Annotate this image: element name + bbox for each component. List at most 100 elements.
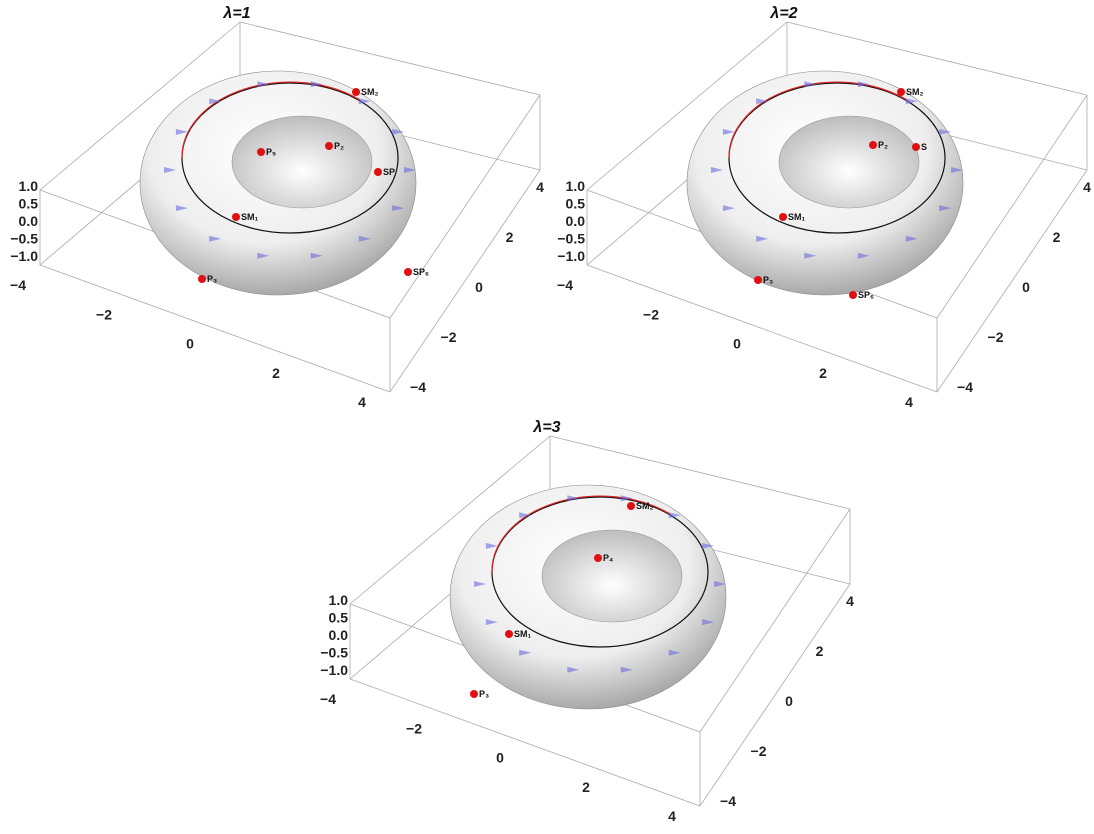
- flow-arrow: [175, 205, 188, 212]
- flow-arrow: [392, 128, 405, 135]
- flow-arrow: [392, 205, 405, 212]
- critical-point: [505, 630, 513, 638]
- x-tick-label: 0: [733, 336, 741, 352]
- box-edge: [39, 264, 391, 393]
- x-tick-label: −2: [96, 306, 112, 322]
- point-label: SM₂: [361, 87, 379, 97]
- flow-arrow: [358, 235, 371, 242]
- box-edge: [239, 21, 541, 96]
- z-tick-label: 1.0: [19, 178, 39, 194]
- y-tick-label: −2: [988, 329, 1004, 345]
- point-label: SP₆: [858, 290, 874, 300]
- z-tick-label: 1.0: [566, 178, 586, 194]
- x-tick-label: 2: [819, 365, 827, 381]
- point-label: SM₁: [514, 629, 532, 639]
- flow-arrow: [857, 252, 870, 259]
- flow-arrow: [519, 649, 532, 656]
- box-edge: [786, 21, 1088, 96]
- flow-arrow: [756, 235, 769, 242]
- torus-hole: [231, 115, 373, 209]
- flow-arrow: [567, 495, 580, 502]
- x-tick-label: 0: [186, 336, 194, 352]
- box-edge: [586, 21, 788, 191]
- box-edge: [699, 508, 851, 733]
- critical-point: [849, 291, 857, 299]
- flow-arrow: [905, 98, 918, 105]
- critical-point: [754, 276, 762, 284]
- flow-arrow: [257, 252, 270, 259]
- torus-red-arc: [181, 81, 361, 159]
- z-tick-label: −0.5: [557, 231, 585, 247]
- flow-arrow: [722, 128, 735, 135]
- flow-arrow: [939, 128, 952, 135]
- z-tick-label: 1.0: [329, 592, 349, 608]
- flow-arrow: [620, 666, 633, 673]
- point-label: SM₂: [636, 501, 654, 511]
- panel-title: λ=3: [532, 419, 560, 436]
- x-tick-label: 0: [496, 750, 504, 766]
- box-edge: [39, 21, 241, 191]
- point-label: SP₆: [413, 267, 429, 277]
- x-tick-label: 4: [905, 394, 913, 410]
- flow-arrow: [714, 581, 726, 587]
- critical-point: [912, 143, 920, 151]
- critical-point: [232, 213, 240, 221]
- point-label: S: [921, 142, 927, 152]
- critical-point: [779, 213, 787, 221]
- box-edge: [389, 169, 541, 393]
- box-edge: [349, 678, 701, 807]
- flow-arrow: [257, 81, 270, 88]
- critical-point: [404, 268, 412, 276]
- flow-arrow: [905, 235, 918, 242]
- flow-arrow: [175, 128, 188, 135]
- point-label: P₅: [266, 147, 276, 157]
- flow-arrow: [358, 98, 371, 105]
- y-tick-label: 2: [1053, 229, 1061, 245]
- flow-arrow: [310, 252, 323, 259]
- panel: λ=1 1.0 0.50.0 −0.5−1.0 −4 −2 0 2 4 4 2 0 −2 −4 P₅ SP P₂…: [10, 5, 544, 410]
- y-tick-label: 0: [1022, 279, 1030, 295]
- flow-arrow: [857, 81, 870, 88]
- flow-arrow: [404, 167, 416, 173]
- y-tick-label: −4: [957, 379, 973, 395]
- z-tick-label: −0.5: [320, 645, 348, 661]
- z-tick-label: 0.5: [566, 196, 586, 212]
- z-tick-label: 0.0: [19, 213, 39, 229]
- critical-point: [594, 554, 602, 562]
- torus-hole: [541, 529, 683, 623]
- flow-arrow: [164, 167, 176, 173]
- flow-arrow: [711, 167, 723, 173]
- critical-point: [374, 168, 382, 176]
- flow-arrow: [722, 205, 735, 212]
- flow-arrow: [702, 619, 715, 626]
- point-label: P₃: [207, 274, 217, 284]
- critical-point: [627, 502, 635, 510]
- point-label: SM₁: [788, 212, 806, 222]
- critical-point: [352, 88, 360, 96]
- z-tick-label: −1.0: [320, 662, 348, 678]
- flow-arrow: [485, 619, 498, 626]
- x-tick-label: 2: [582, 779, 590, 795]
- point-label: P₂: [878, 140, 888, 150]
- panel: λ=2 1.0 0.50.0 −0.5−1.0 −4 −2 0 2 4 4 2 0 −2 −4 SM₂ P₂ S…: [557, 5, 1091, 410]
- torus-hole: [778, 115, 920, 209]
- box-edge: [389, 94, 541, 319]
- y-tick-label: 2: [506, 229, 514, 245]
- y-tick-label: 2: [816, 643, 824, 659]
- flow-arrow: [702, 542, 715, 549]
- flow-arrow: [485, 542, 498, 549]
- z-tick-label: −1.0: [557, 248, 585, 264]
- x-tick-label: −2: [406, 720, 422, 736]
- point-label: P₂: [334, 141, 344, 151]
- flow-arrow: [519, 512, 532, 519]
- panel-title: λ=1: [222, 5, 250, 22]
- y-tick-label: −2: [441, 329, 457, 345]
- box-edge: [549, 435, 851, 510]
- critical-point: [325, 142, 333, 150]
- y-tick-label: 4: [846, 593, 854, 609]
- x-tick-label: 2: [272, 365, 280, 381]
- x-tick-label: −2: [643, 306, 659, 322]
- z-tick-label: 0.5: [19, 196, 39, 212]
- flow-arrow: [804, 81, 817, 88]
- x-tick-label: 4: [668, 808, 676, 824]
